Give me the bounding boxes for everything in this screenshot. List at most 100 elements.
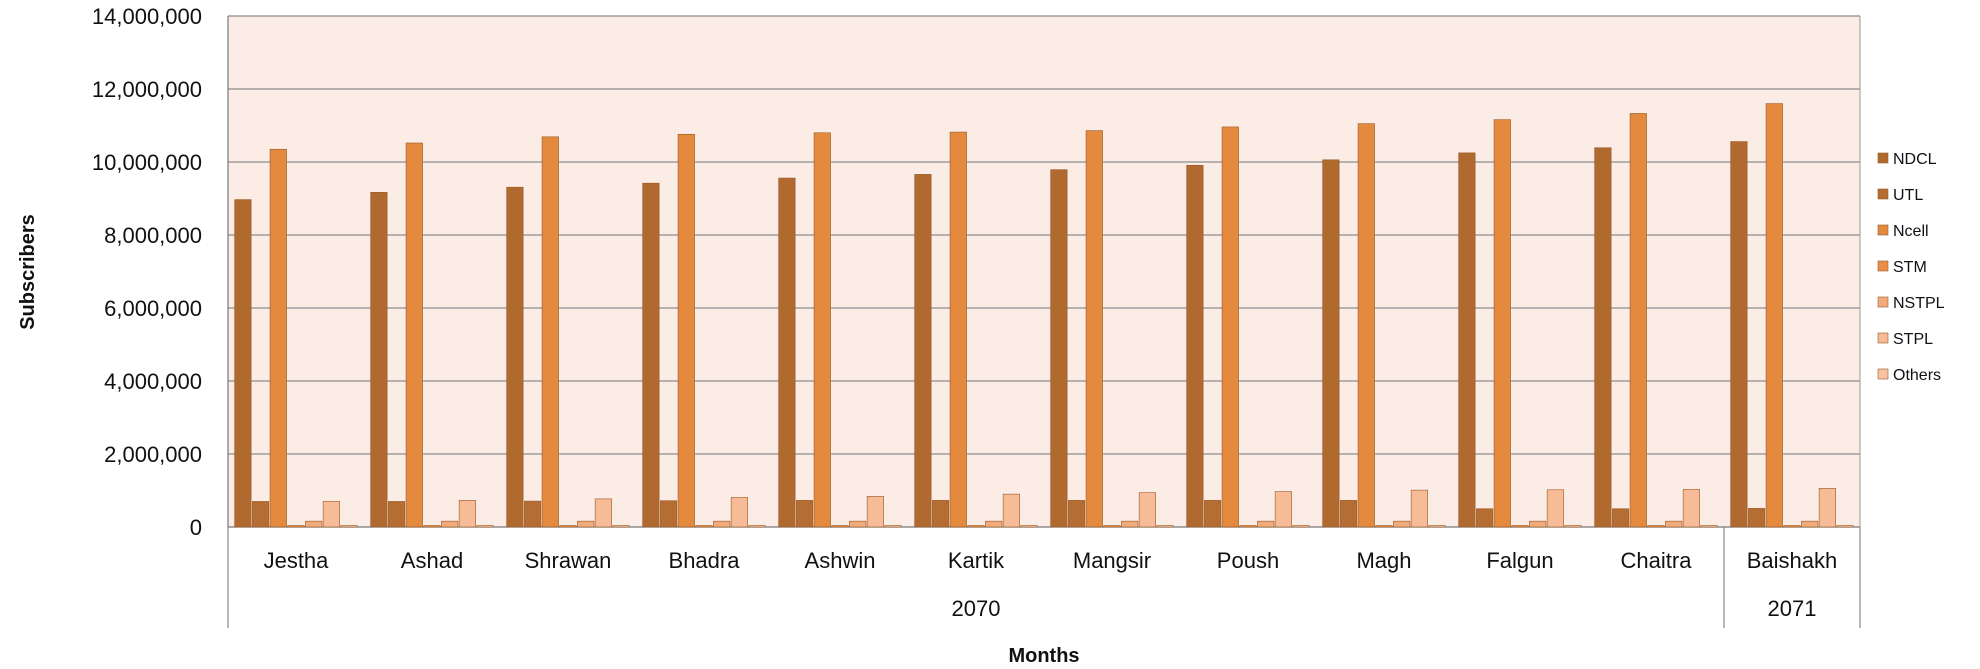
bar-stpl: [730, 497, 748, 528]
legend-label: STM: [1893, 259, 1927, 276]
legend-label: Ncell: [1893, 223, 1929, 240]
bar-others: [1836, 525, 1854, 528]
bar-nstpl: [1529, 520, 1547, 528]
bar-utl: [660, 500, 678, 528]
bar-stpl: [322, 501, 340, 528]
bar-ndcl: [914, 174, 932, 528]
bar-stm: [1103, 525, 1121, 528]
plot-area: [228, 16, 1860, 527]
x-tick-label: Ashad: [401, 548, 463, 573]
bar-utl: [1204, 500, 1222, 528]
bar-others: [748, 525, 766, 528]
x-axis-title: Months: [1008, 645, 1079, 667]
y-tick-label: 2,000,000: [104, 442, 202, 467]
x-tick-label: Mangsir: [1073, 548, 1151, 573]
x-tick-label: Kartik: [948, 548, 1005, 573]
x-tick-label: Baishakh: [1747, 548, 1838, 573]
bar-nstpl: [577, 520, 595, 528]
bar-utl: [388, 501, 406, 528]
bar-others: [1020, 525, 1038, 528]
bar-utl: [252, 501, 270, 528]
bar-stpl: [1410, 489, 1428, 528]
legend-swatch-nstpl: [1877, 296, 1889, 308]
bar-utl: [1340, 500, 1358, 528]
legend-label: STPL: [1893, 331, 1933, 348]
year-group-label: 2071: [1768, 596, 1817, 621]
legend-swatch-stpl: [1877, 332, 1889, 344]
bar-ndcl: [506, 186, 524, 528]
bar-ndcl: [1050, 169, 1068, 528]
bar-ndcl: [778, 177, 796, 528]
bar-stm: [831, 525, 849, 528]
y-axis-title: Subscribers: [17, 214, 39, 330]
bar-stpl: [1818, 488, 1836, 528]
y-tick-label: 8,000,000: [104, 223, 202, 248]
bar-ndcl: [370, 191, 388, 528]
bar-stpl: [594, 498, 612, 528]
bar-nstpl: [985, 520, 1003, 528]
bar-stm: [1375, 525, 1393, 528]
bar-utl: [1068, 500, 1086, 528]
bar-nstpl: [713, 520, 731, 528]
bar-stm: [967, 525, 985, 528]
bar-nstpl: [1801, 520, 1819, 528]
x-tick-label: Falgun: [1486, 548, 1553, 573]
bar-ncell: [1493, 119, 1511, 528]
bar-others: [476, 525, 494, 528]
bar-stpl: [1138, 492, 1156, 528]
legend-label: NDCL: [1893, 151, 1937, 168]
y-tick-label: 0: [190, 515, 202, 540]
bar-ndcl: [1458, 152, 1476, 528]
bar-ndcl: [1186, 164, 1204, 528]
bar-ndcl: [234, 199, 252, 528]
bar-ncell: [1765, 103, 1783, 528]
bar-ndcl: [1594, 147, 1612, 528]
bar-stpl: [1546, 489, 1564, 528]
bar-utl: [1748, 508, 1766, 528]
legend-swatch-others: [1877, 368, 1889, 380]
bar-stpl: [1682, 489, 1700, 528]
bar-nstpl: [1665, 520, 1683, 528]
bar-others: [340, 525, 358, 528]
bar-ncell: [949, 131, 967, 528]
x-tick-label: Jestha: [264, 548, 330, 573]
bar-ndcl: [1322, 159, 1340, 528]
bars: [234, 103, 1854, 528]
bar-others: [884, 525, 902, 528]
bar-ncell: [1221, 126, 1239, 528]
bar-stpl: [866, 496, 884, 528]
x-tick-label: Magh: [1356, 548, 1411, 573]
legend-swatch-ncell: [1877, 224, 1889, 236]
bar-ncell: [269, 148, 287, 528]
bar-nstpl: [1393, 520, 1411, 528]
legend: NDCL UTL Ncell STM NSTPL STPL Others: [1877, 151, 1945, 384]
x-tick-label: Poush: [1217, 548, 1279, 573]
bar-nstpl: [1121, 520, 1139, 528]
bar-utl: [796, 500, 814, 528]
legend-label: NSTPL: [1893, 295, 1945, 312]
legend-label: UTL: [1893, 187, 1923, 204]
legend-swatch-stm: [1877, 260, 1889, 272]
bar-nstpl: [849, 520, 867, 528]
bar-utl: [1612, 508, 1630, 528]
bar-ndcl: [1730, 141, 1748, 528]
y-tick-label: 4,000,000: [104, 369, 202, 394]
bar-nstpl: [305, 520, 323, 528]
bar-stm: [1239, 525, 1257, 528]
bar-utl: [524, 500, 542, 528]
y-tick-label: 10,000,000: [92, 150, 202, 175]
bar-ndcl: [642, 182, 660, 528]
bar-ncell: [1357, 123, 1375, 528]
bar-others: [612, 525, 630, 528]
bar-nstpl: [441, 520, 459, 528]
x-tick-label: Shrawan: [525, 548, 612, 573]
bar-ncell: [1629, 113, 1647, 528]
bar-stm: [1511, 525, 1529, 528]
bar-others: [1292, 525, 1310, 528]
x-tick-label: Chaitra: [1621, 548, 1693, 573]
bar-stm: [423, 525, 441, 528]
y-tick-label: 12,000,000: [92, 77, 202, 102]
x-tick-label: Ashwin: [805, 548, 876, 573]
bar-stm: [695, 525, 713, 528]
